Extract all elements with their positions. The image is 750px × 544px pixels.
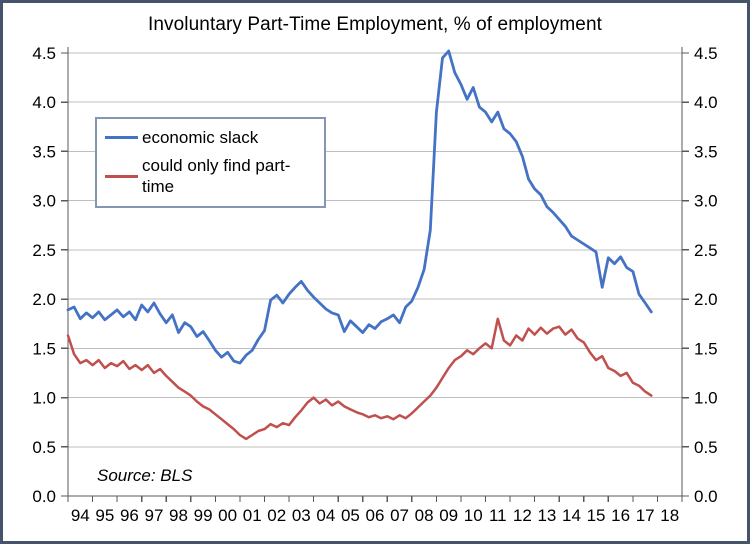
plot-area: 0.0 0.0 0.5 0.5 1.0 1.0 1.5 1.5 2.0 2.0 2.5 2.5 3.0 3… bbox=[32, 44, 718, 525]
x-tick-label: 95 bbox=[95, 506, 114, 525]
x-tick-label: 96 bbox=[120, 506, 139, 525]
x-tick-label: 18 bbox=[660, 506, 679, 525]
y-tick-label-right: 4.5 bbox=[694, 44, 718, 63]
y-tick-label-right: 1.0 bbox=[694, 389, 718, 408]
y-tick-label-left: 2.5 bbox=[32, 241, 56, 260]
series-line-economic-slack bbox=[66, 49, 653, 365]
x-tick-label: 10 bbox=[464, 506, 483, 525]
y-tick-label-left: 1.5 bbox=[32, 339, 56, 358]
x-tick-label: 00 bbox=[218, 506, 237, 525]
y-tick-label-right: 1.5 bbox=[694, 339, 718, 358]
x-tick-label: 08 bbox=[415, 506, 434, 525]
x-tick-label: 14 bbox=[562, 506, 581, 525]
x-tick-label: 02 bbox=[267, 506, 286, 525]
y-tick-label-left: 2.0 bbox=[32, 290, 56, 309]
y-tick-label-left: 1.0 bbox=[32, 389, 56, 408]
y-tick-label-right: 2.0 bbox=[694, 290, 718, 309]
legend-line-sample-blue bbox=[105, 136, 138, 139]
legend-label-could-only-find-part-time: could only find part-time bbox=[142, 156, 291, 196]
source-note: Source: BLS bbox=[97, 466, 193, 485]
x-tick-label: 07 bbox=[390, 506, 409, 525]
legend-item-economic-slack: economic slack bbox=[105, 127, 316, 148]
y-tick-label-right: 3.0 bbox=[694, 192, 718, 211]
y-tick-label-left: 0.5 bbox=[32, 438, 56, 457]
x-tick-label: 13 bbox=[537, 506, 556, 525]
legend-item-could-only-find-part-time: could only find part-time bbox=[105, 155, 316, 197]
y-tick-label-left: 3.0 bbox=[32, 192, 56, 211]
x-tick-label: 94 bbox=[71, 506, 90, 525]
y-tick-label-left: 3.5 bbox=[32, 142, 56, 161]
x-tick-label: 15 bbox=[587, 506, 606, 525]
y-tick-label-right: 2.5 bbox=[694, 241, 718, 260]
legend-line-sample-red bbox=[105, 174, 138, 178]
y-tick-label-right: 0.5 bbox=[694, 438, 718, 457]
x-tick-label: 17 bbox=[636, 506, 655, 525]
y-tick-label-right: 0.0 bbox=[694, 487, 718, 506]
y-tick-label-right: 4.0 bbox=[694, 93, 718, 112]
x-tick-label: 11 bbox=[489, 506, 507, 525]
x-tick-label: 98 bbox=[169, 506, 188, 525]
y-tick-label-left: 4.0 bbox=[32, 93, 56, 112]
x-tick-label: 99 bbox=[194, 506, 213, 525]
x-tick-label: 97 bbox=[144, 506, 163, 525]
y-tick-label-right: 3.5 bbox=[694, 142, 718, 161]
x-tick-label: 03 bbox=[292, 506, 311, 525]
legend: economic slack could only find part-time bbox=[95, 117, 326, 208]
x-tick-label: 16 bbox=[611, 506, 630, 525]
x-tick-label: 06 bbox=[366, 506, 385, 525]
series-line-could-only-find-part-time bbox=[66, 317, 653, 441]
x-tick-label: 05 bbox=[341, 506, 360, 525]
x-tick-label: 04 bbox=[316, 506, 335, 525]
y-tick-label-left: 4.5 bbox=[32, 44, 56, 63]
x-tick-label: 12 bbox=[513, 506, 532, 525]
legend-label-economic-slack: economic slack bbox=[142, 128, 259, 147]
chart-title: Involuntary Part-Time Employment, % of e… bbox=[147, 14, 603, 35]
x-tick-label: 09 bbox=[439, 506, 458, 525]
y-tick-label-left: 0.0 bbox=[32, 487, 56, 506]
x-tick-label: 01 bbox=[243, 506, 262, 525]
